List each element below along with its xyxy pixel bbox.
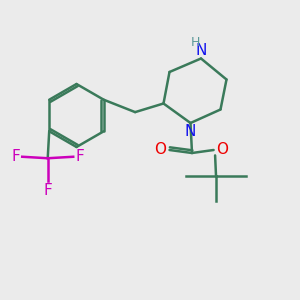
Text: O: O — [154, 142, 166, 158]
Text: N: N — [184, 124, 196, 139]
Text: O: O — [217, 142, 229, 158]
Text: F: F — [43, 183, 52, 198]
Text: H: H — [191, 37, 200, 50]
Text: F: F — [11, 149, 20, 164]
Text: N: N — [195, 43, 207, 58]
Text: F: F — [76, 149, 84, 164]
